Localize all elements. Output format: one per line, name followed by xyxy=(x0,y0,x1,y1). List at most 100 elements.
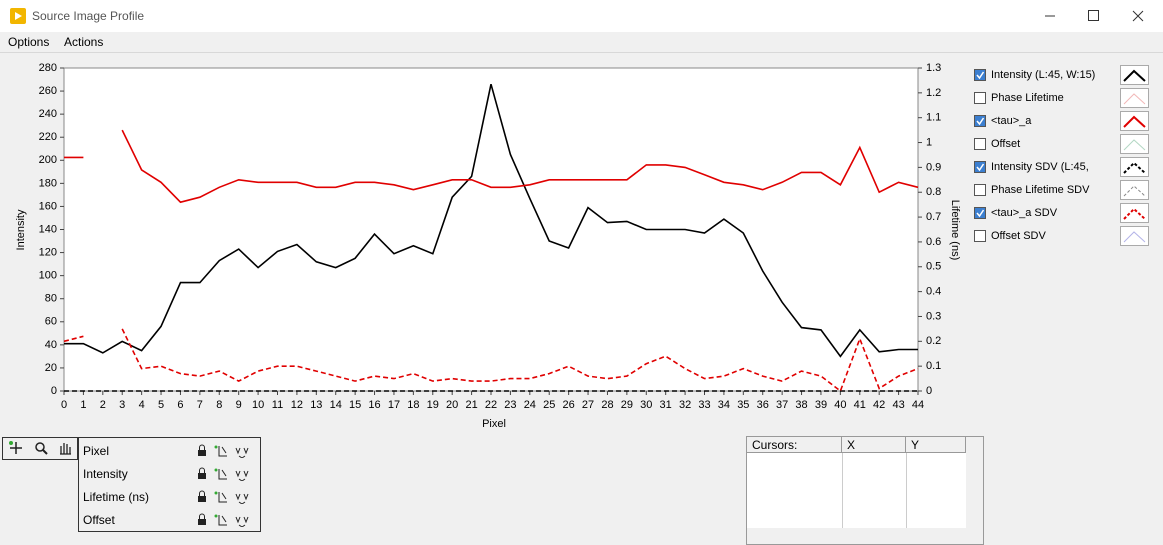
legend-swatch-box xyxy=(1120,226,1149,246)
legend-label: Offset xyxy=(991,138,1020,150)
scale-controls[interactable] xyxy=(195,490,257,504)
column-header: Y xyxy=(906,437,966,453)
legend-checkbox xyxy=(974,138,986,150)
x-tick-label: 23 xyxy=(504,399,516,411)
scale-name: Intensity xyxy=(83,467,128,481)
column-divider xyxy=(906,453,907,528)
x-tick-label: 25 xyxy=(543,399,555,411)
legend-entry[interactable]: Offset xyxy=(974,134,1149,154)
graph-palette xyxy=(2,437,78,460)
y-tick-label: 120 xyxy=(39,246,57,258)
x-tick-label: 38 xyxy=(795,399,807,411)
y-tick-label: 0 xyxy=(51,385,57,397)
legend-swatch-box xyxy=(1120,134,1149,154)
column-header: Cursors: xyxy=(747,437,842,453)
y-tick-label: 240 xyxy=(39,108,57,120)
legend-label: <tau>_a xyxy=(991,115,1032,127)
x-axis-label: Pixel xyxy=(482,418,506,430)
x-tick-label: 42 xyxy=(873,399,885,411)
horizontal-scrollbar[interactable] xyxy=(747,528,983,544)
legend-entry[interactable]: Phase Lifetime SDV xyxy=(974,180,1149,200)
legend-swatch-box xyxy=(1120,180,1149,200)
column-header: X xyxy=(842,437,906,453)
legend-label: Phase Lifetime xyxy=(991,92,1064,104)
y2-tick-label: 0.2 xyxy=(926,335,941,347)
legend-swatch xyxy=(1123,139,1146,151)
legend-checkbox xyxy=(974,69,986,81)
x-tick-label: 34 xyxy=(718,399,730,411)
y-tick-label: 60 xyxy=(45,316,57,328)
title-bar: Source Image Profile xyxy=(0,0,1163,32)
x-tick-label: 20 xyxy=(446,399,458,411)
legend-entry[interactable]: Phase Lifetime xyxy=(974,88,1149,108)
legend-swatch-box xyxy=(1120,65,1149,85)
x-tick-label: 40 xyxy=(834,399,846,411)
scale-legend: Pixel Intensity Lifetime (ns) Offset xyxy=(78,437,261,532)
x-tick-label: 26 xyxy=(563,399,575,411)
y-axis-label: Intensity xyxy=(15,209,27,250)
x-tick-label: 30 xyxy=(640,399,652,411)
y-tick-label: 280 xyxy=(39,62,57,74)
legend-swatch xyxy=(1123,115,1146,128)
legend-entry[interactable]: Intensity SDV (L:45, xyxy=(974,157,1149,177)
y-tick-label: 20 xyxy=(45,362,57,374)
y2-tick-label: 1.2 xyxy=(926,87,941,99)
legend-label: Intensity (L:45, W:15) xyxy=(991,69,1095,81)
x-tick-label: 9 xyxy=(236,399,242,411)
legend-checkbox xyxy=(974,207,986,219)
app-icon xyxy=(10,8,26,24)
legend-checkbox xyxy=(974,115,986,127)
legend-entry[interactable]: Intensity (L:45, W:15) xyxy=(974,65,1149,85)
x-tick-label: 29 xyxy=(621,399,633,411)
window-controls[interactable] xyxy=(1030,0,1163,32)
x-tick-label: 4 xyxy=(139,399,145,411)
scale-name: Lifetime (ns) xyxy=(83,490,150,504)
legend-checkbox xyxy=(974,92,986,104)
menu-item[interactable]: Actions xyxy=(64,35,104,49)
x-tick-label: 12 xyxy=(291,399,303,411)
scale-name: Offset xyxy=(83,513,115,527)
scale-controls[interactable] xyxy=(195,513,257,527)
y2-tick-label: 0.3 xyxy=(926,310,941,322)
x-tick-label: 17 xyxy=(388,399,400,411)
vertical-scrollbar[interactable] xyxy=(966,437,983,528)
y2-tick-label: 0.7 xyxy=(926,211,941,223)
x-tick-label: 13 xyxy=(310,399,322,411)
cursor-legend: Cursors: X Y xyxy=(746,436,984,545)
scale-name: Pixel xyxy=(83,444,110,458)
menu-item[interactable]: Options xyxy=(8,35,50,49)
x-tick-label: 41 xyxy=(854,399,866,411)
legend-label: Intensity SDV (L:45, xyxy=(991,161,1089,173)
x-tick-label: 16 xyxy=(368,399,380,411)
y2-tick-label: 0.5 xyxy=(926,261,941,273)
legend-entry[interactable]: <tau>_a xyxy=(974,111,1149,131)
y2-axis-label: Lifetime (ns) xyxy=(949,200,961,261)
x-tick-label: 15 xyxy=(349,399,361,411)
legend-label: <tau>_a SDV xyxy=(991,207,1058,219)
y-tick-label: 260 xyxy=(39,85,57,97)
x-tick-label: 28 xyxy=(601,399,613,411)
x-tick-label: 31 xyxy=(660,399,672,411)
scale-controls[interactable] xyxy=(195,467,257,481)
x-tick-label: 2 xyxy=(100,399,106,411)
y2-tick-label: 1.1 xyxy=(926,112,941,124)
legend-entry[interactable]: <tau>_a SDV xyxy=(974,203,1149,223)
close[interactable] xyxy=(1132,10,1144,22)
legend-swatch xyxy=(1123,231,1146,243)
y-tick-label: 160 xyxy=(39,200,57,212)
legend-entry[interactable]: Offset SDV xyxy=(974,226,1149,246)
y2-tick-label: 0.8 xyxy=(926,186,941,198)
x-tick-label: 1 xyxy=(80,399,86,411)
maximize[interactable] xyxy=(1088,10,1099,21)
x-tick-label: 24 xyxy=(524,399,536,411)
x-tick-label: 8 xyxy=(216,399,222,411)
x-tick-label: 10 xyxy=(252,399,264,411)
chart: Intensity Lifetime (ns) Pixel 0204060801… xyxy=(15,62,1149,430)
series-line xyxy=(63,328,919,393)
x-tick-label: 19 xyxy=(427,399,439,411)
scale-controls[interactable] xyxy=(195,444,257,458)
legend-checkbox xyxy=(974,184,986,196)
palette-icons[interactable] xyxy=(3,438,77,459)
y2-tick-label: 1 xyxy=(926,136,932,148)
